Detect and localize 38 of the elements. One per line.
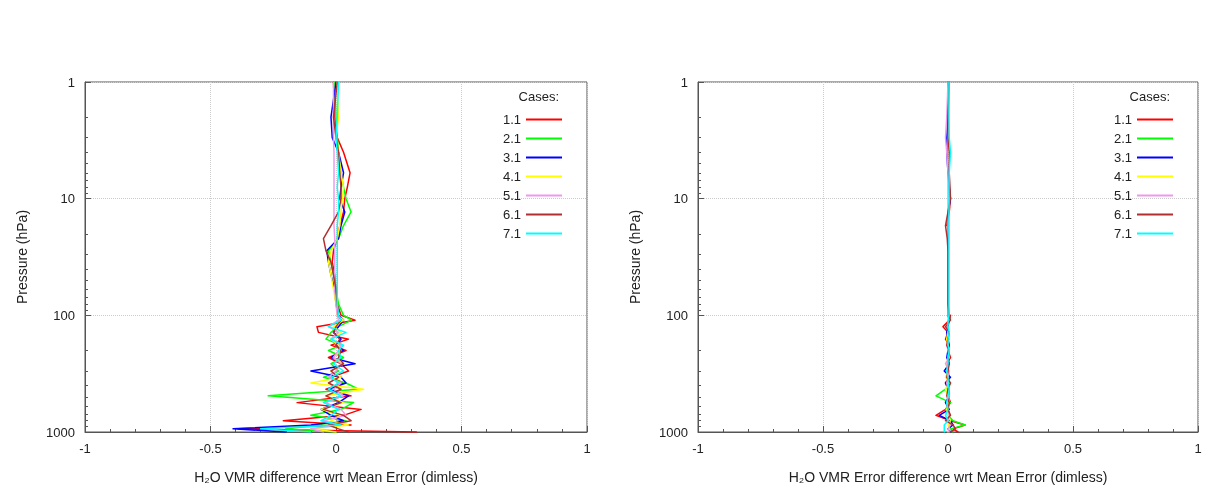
y-axis-title: Pressure (hPa) [627, 209, 643, 305]
y-axis-title: Pressure (hPa) [14, 209, 30, 305]
x-tick-label: 0 [944, 441, 952, 456]
legend-label: 6.1 [1113, 207, 1132, 222]
legend-label: 5.1 [1113, 188, 1132, 203]
y-tick-label: 1 [67, 74, 75, 90]
x-tick-label: -0.5 [199, 441, 222, 456]
legend-title: Cases: [518, 89, 560, 104]
legend-label: 1.1 [1113, 112, 1132, 127]
y-tick-label: 1 [680, 74, 688, 90]
legend-label: 2.1 [1113, 131, 1132, 146]
x-tick-label: 0.5 [1063, 441, 1083, 456]
x-tick-label: -1 [692, 441, 704, 456]
legend-title: Cases: [1129, 89, 1171, 104]
legend-label: 3.1 [502, 150, 521, 165]
legend-label: 4.1 [1113, 169, 1132, 184]
x-axis-title: H₂O VMR Error difference wrt Mean Error (dimless) [788, 469, 1108, 485]
y-tick-label: 100 [53, 307, 75, 323]
legend-label: 2.1 [502, 131, 521, 146]
x-tick-label: 0 [332, 441, 340, 456]
x-tick-label: 1 [1194, 441, 1202, 456]
y-tick-label: 1000 [659, 424, 688, 440]
x-tick-label: 0.5 [452, 441, 471, 456]
legend-label: 1.1 [502, 112, 521, 127]
legend-label: 5.1 [502, 188, 521, 203]
legend-label: 6.1 [502, 207, 521, 222]
legend-label: 4.1 [502, 169, 521, 184]
y-tick-label: 10 [60, 191, 75, 207]
x-axis-title: H₂O VMR difference wrt Mean Error (dimless) [194, 469, 478, 485]
legend-label: 3.1 [1113, 150, 1132, 165]
x-tick-label: 1 [583, 441, 591, 456]
y-tick-label: 1000 [46, 424, 75, 440]
legend-label: 7.1 [502, 226, 521, 241]
y-tick-label: 100 [666, 307, 688, 323]
legend-label: 7.1 [1113, 226, 1132, 241]
x-tick-label: -0.5 [811, 441, 835, 456]
x-tick-label: -1 [79, 441, 91, 456]
y-tick-label: 10 [673, 191, 688, 207]
